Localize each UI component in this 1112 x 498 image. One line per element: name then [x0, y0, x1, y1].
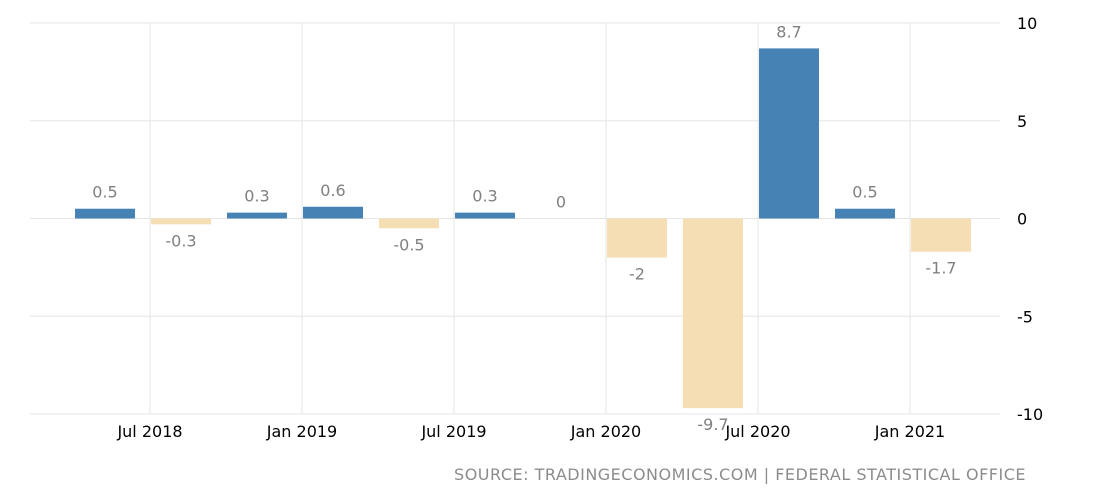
- y-tick-label: 5: [1017, 112, 1027, 131]
- bar: [911, 218, 971, 252]
- data-label: 0: [556, 193, 566, 212]
- x-tick-label: Jul 2020: [724, 422, 790, 441]
- x-tick-label: Jan 2020: [570, 422, 641, 441]
- x-tick-label: Jul 2018: [116, 422, 182, 441]
- data-label: -9.7: [697, 415, 728, 434]
- bar: [759, 48, 819, 219]
- source-caption: SOURCE: TRADINGECONOMICS.COM | FEDERAL S…: [454, 465, 1026, 484]
- bar: [379, 218, 439, 229]
- data-label: -1.7: [925, 259, 956, 278]
- y-tick-label: -5: [1017, 307, 1033, 326]
- bar: [455, 212, 515, 219]
- x-tick-label: Jan 2019: [266, 422, 337, 441]
- x-tick-label: Jul 2019: [420, 422, 486, 441]
- bar: [151, 218, 211, 225]
- data-labels: 0.5 -0.3 0.3 0.6 -0.5 0.3 0 -2 -9.7 8.7 0.5 -1.7: [92, 22, 956, 434]
- bar: [683, 218, 743, 409]
- bar: [303, 206, 363, 219]
- data-label: 0.5: [852, 183, 877, 202]
- data-label: -0.3: [165, 231, 196, 250]
- y-axis: 10 5 0 -5 -10: [1017, 14, 1043, 424]
- data-label: 0.3: [472, 187, 497, 206]
- bar: [227, 212, 287, 219]
- y-tick-label: 10: [1017, 14, 1037, 33]
- data-label: 0.6: [320, 181, 345, 200]
- bars: [75, 48, 971, 409]
- bar: [835, 208, 895, 219]
- data-label: -0.5: [393, 235, 424, 254]
- y-tick-label: -10: [1017, 405, 1043, 424]
- data-label: 0.5: [92, 183, 117, 202]
- y-tick-label: 0: [1017, 210, 1027, 229]
- data-label: 0.3: [244, 187, 269, 206]
- bar-chart: 0.5 -0.3 0.3 0.6 -0.5 0.3 0 -2 -9.7 8.7 0.5 -1.7 10…: [30, 14, 1043, 441]
- data-label: -2: [629, 265, 645, 284]
- bar: [75, 208, 135, 219]
- data-label: 8.7: [776, 22, 801, 41]
- bar: [607, 218, 667, 258]
- x-tick-label: Jan 2021: [874, 422, 945, 441]
- x-axis: Jul 2018 Jan 2019 Jul 2019 Jan 2020 Jul 2020…: [116, 422, 945, 441]
